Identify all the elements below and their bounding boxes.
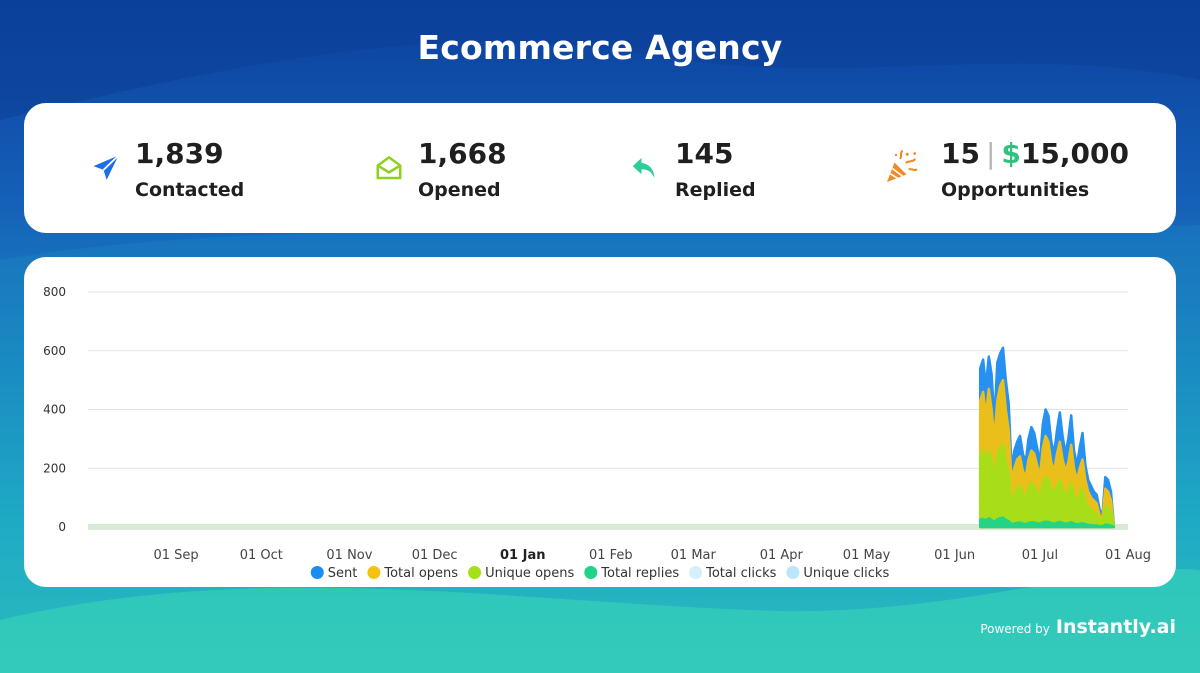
chart-card: 0 200 400 600 800 01 Sep 01 Oct 01 Nov 01 Dec 01 … [24, 257, 1176, 587]
legend-label: Unique opens [485, 566, 574, 581]
x-tick-label: 01 Mar [671, 548, 717, 563]
legend-label: Unique clicks [803, 566, 889, 581]
x-tick-label: 01 Jun [934, 548, 975, 563]
reply-arrow-icon [629, 153, 659, 183]
series-area-total-replies [978, 516, 1116, 529]
legend-item[interactable]: Unique opens [468, 566, 575, 581]
legend-label: Total replies [600, 566, 679, 581]
opportunities-amount: 15,000 [1020, 137, 1129, 170]
legend-swatch [689, 566, 703, 579]
legend-item[interactable]: Total opens [367, 566, 458, 581]
y-tick-label: 400 [43, 403, 66, 417]
stat-replied-value: 145 [675, 137, 734, 170]
stat-opportunities: 15 | $15,000 Opportunities [884, 103, 1174, 233]
x-tick-label: 01 Aug [1105, 548, 1151, 563]
legend-swatch [468, 566, 482, 579]
activity-chart: 0 200 400 600 800 01 Sep 01 Oct 01 Nov 01 Dec 01 … [43, 285, 1151, 581]
legend-label: Total clicks [705, 566, 777, 581]
stat-contacted: 1,839 Contacted [84, 103, 344, 233]
stat-contacted-value: 1,839 [135, 137, 224, 170]
value-separator: | [985, 137, 996, 170]
x-tick-label: 01 Nov [326, 548, 372, 563]
x-tick-label: 01 Apr [760, 548, 804, 563]
stat-opened: 1,668 Opened [367, 103, 627, 233]
stat-opened-value: 1,668 [418, 137, 507, 170]
powered-by-footer: Powered by Instantly.ai [980, 616, 1176, 638]
open-envelope-icon [374, 153, 404, 183]
legend-label: Sent [328, 566, 358, 581]
x-tick-label: 01 Sep [153, 548, 198, 563]
x-tick-label: 01 Feb [589, 548, 633, 563]
legend-item[interactable]: Unique clicks [786, 566, 889, 581]
stat-opened-label: Opened [418, 179, 501, 201]
x-tick-label: 01 Oct [240, 548, 283, 563]
legend-swatch [584, 566, 598, 579]
page-title: Ecommerce Agency [417, 28, 783, 67]
stats-card: 1,839 Contacted 1,668 Opened 145 Replied [24, 103, 1176, 233]
legend-item[interactable]: Total clicks [689, 566, 777, 581]
paper-plane-icon [91, 153, 121, 183]
series-area-unique-opens [978, 443, 1116, 529]
powered-by-text: Powered by [980, 622, 1050, 636]
legend-swatch [786, 566, 800, 579]
opportunities-count: 15 [941, 137, 980, 170]
series-area-total-opens [978, 378, 1116, 529]
stat-replied: 145 Replied [624, 103, 884, 233]
stat-opportunities-label: Opportunities [941, 179, 1090, 201]
stat-replied-label: Replied [675, 179, 756, 201]
legend-swatch [310, 566, 324, 579]
stat-opportunities-value: 15 | $15,000 [941, 137, 1129, 170]
x-tick-label: 01 Dec [412, 548, 458, 563]
x-tick-label: 01 Jul [1022, 548, 1058, 563]
x-tick-label: 01 May [843, 548, 891, 563]
y-tick-label: 0 [58, 520, 66, 534]
y-tick-label: 200 [43, 461, 66, 475]
legend-swatch [367, 566, 381, 579]
legend-label: Total opens [383, 566, 458, 581]
brand-logo-text: Instantly.ai [1055, 616, 1176, 638]
currency-symbol: $ [1001, 137, 1021, 170]
legend-item[interactable]: Sent [310, 566, 358, 581]
legend-item[interactable]: Total replies [584, 566, 679, 581]
y-tick-label: 800 [43, 285, 66, 299]
zero-baseline [88, 524, 1128, 530]
x-tick-label: 01 Jan [500, 548, 545, 563]
party-popper-icon [884, 149, 920, 185]
stat-contacted-label: Contacted [135, 179, 245, 201]
y-tick-label: 600 [43, 344, 66, 358]
